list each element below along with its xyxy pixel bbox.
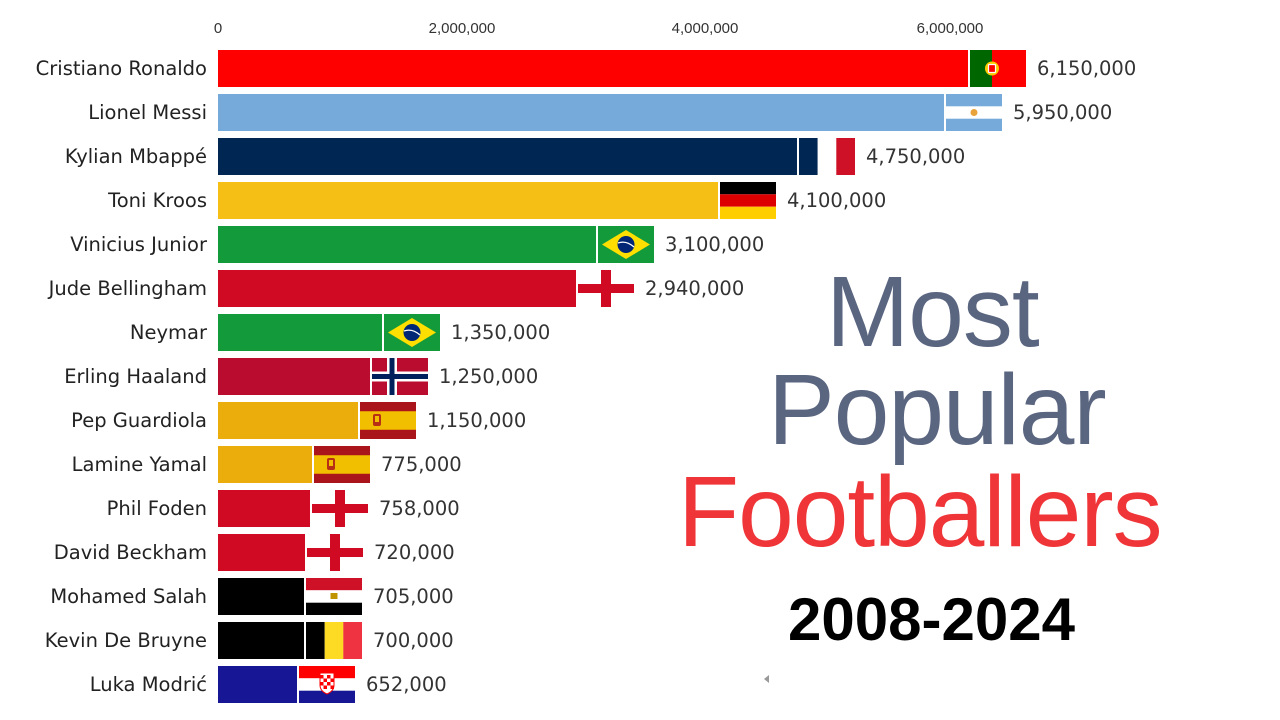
england-flag-icon (578, 270, 634, 307)
france-flag-icon (799, 138, 855, 175)
belgium-flag-icon (306, 622, 362, 659)
bar-row: Kylian Mbappé 4,750,000 (0, 138, 1280, 175)
bar (218, 138, 797, 175)
bar-row: Lionel Messi 5,950,000 (0, 94, 1280, 131)
x-tick: 0 (213, 20, 223, 37)
value-label: 5,950,000 (1013, 101, 1113, 124)
value-label: 1,350,000 (451, 321, 551, 344)
bar-row: Pep Guardiola 1,150,000 (0, 402, 1280, 439)
value-label: 652,000 (366, 673, 447, 696)
brazil-flag-icon (598, 226, 654, 263)
title-line-footballers: Footballers (678, 456, 1163, 568)
value-label: 2,940,000 (645, 277, 745, 300)
small-triangle-marker-icon (764, 675, 769, 683)
player-name-label: Vinicius Junior (70, 233, 207, 256)
player-name-label: Kevin De Bruyne (44, 629, 207, 652)
player-name-label: Pep Guardiola (71, 409, 207, 432)
title-years: 2008-2024 (788, 586, 1075, 653)
bar (218, 578, 304, 615)
portugal-flag-icon (970, 50, 1026, 87)
player-name-label: David Beckham (53, 541, 207, 564)
bar-row: Neymar 1,350,000 (0, 314, 1280, 351)
title-line-popular: Popular (768, 354, 1107, 466)
bar (218, 490, 310, 527)
player-name-label: Erling Haaland (64, 365, 207, 388)
x-tick: 4,000,000 (671, 20, 739, 37)
germany-flag-icon (720, 182, 776, 219)
value-label: 4,750,000 (866, 145, 966, 168)
bar (218, 402, 358, 439)
value-label: 705,000 (373, 585, 454, 608)
player-name-label: Phil Foden (106, 497, 207, 520)
value-label: 4,100,000 (787, 189, 887, 212)
bar-row: Cristiano Ronaldo 6,150,000 (0, 50, 1280, 87)
title-line-most: Most (826, 256, 1040, 368)
bar-row: Phil Foden 758,000 (0, 490, 1280, 527)
bar (218, 182, 718, 219)
value-label: 720,000 (374, 541, 455, 564)
bar (218, 358, 370, 395)
argentina-flag-icon (946, 94, 1002, 131)
value-label: 3,100,000 (665, 233, 765, 256)
value-label: 1,150,000 (427, 409, 527, 432)
player-name-label: Lamine Yamal (71, 453, 207, 476)
bar (218, 94, 944, 131)
bar-row: Jude Bellingham 2,940,000 (0, 270, 1280, 307)
england-flag-icon (307, 534, 363, 571)
bar (218, 446, 312, 483)
x-tick: 2,000,000 (428, 20, 496, 37)
bar-row: Luka Modrić 652,000 (0, 666, 1280, 703)
bar-row: Vinicius Junior 3,100,000 (0, 226, 1280, 263)
bar (218, 622, 304, 659)
bar (218, 666, 297, 703)
bar (218, 226, 596, 263)
bar-row: Kevin De Bruyne 700,000 (0, 622, 1280, 659)
croatia-flag-icon (299, 666, 355, 703)
bar-row: Erling Haaland 1,250,000 (0, 358, 1280, 395)
value-label: 1,250,000 (439, 365, 539, 388)
player-name-label: Kylian Mbappé (64, 145, 207, 168)
spain-flag-icon (314, 446, 370, 483)
bar-row: Lamine Yamal 775,000 (0, 446, 1280, 483)
player-name-label: Jude Bellingham (48, 277, 207, 300)
bar (218, 270, 576, 307)
value-label: 775,000 (381, 453, 462, 476)
value-label: 6,150,000 (1037, 57, 1137, 80)
england-flag-icon (312, 490, 368, 527)
egypt-flag-icon (306, 578, 362, 615)
bar-row: Toni Kroos 4,100,000 (0, 182, 1280, 219)
bar (218, 314, 382, 351)
player-name-label: Cristiano Ronaldo (35, 57, 207, 80)
player-name-label: Toni Kroos (108, 189, 207, 212)
player-name-label: Neymar (129, 321, 207, 344)
value-label: 700,000 (373, 629, 454, 652)
brazil-flag-icon (384, 314, 440, 351)
bar-row: David Beckham 720,000 (0, 534, 1280, 571)
bar (218, 50, 968, 87)
value-label: 758,000 (379, 497, 460, 520)
player-name-label: Luka Modrić (89, 673, 207, 696)
spain-flag-icon (360, 402, 416, 439)
norway-flag-icon (372, 358, 428, 395)
x-tick: 6,000,000 (916, 20, 984, 37)
player-name-label: Mohamed Salah (50, 585, 207, 608)
player-name-label: Lionel Messi (88, 101, 207, 124)
bar-row: Mohamed Salah 705,000 (0, 578, 1280, 615)
bar (218, 534, 305, 571)
